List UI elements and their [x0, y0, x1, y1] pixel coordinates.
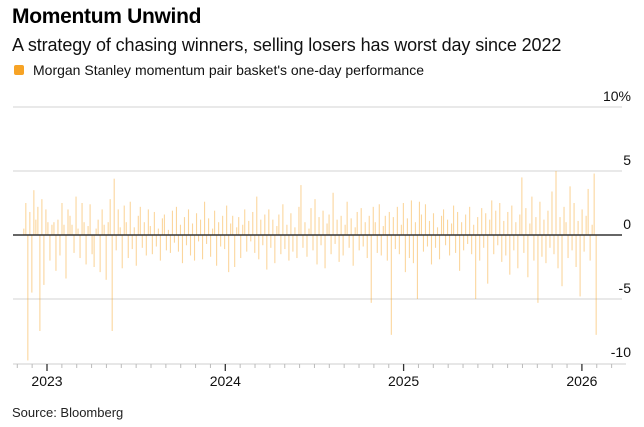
- x-tick-label: 2025: [388, 373, 419, 389]
- legend-swatch: [14, 65, 24, 75]
- x-axis: 2023 2024 2025 2026: [13, 363, 626, 389]
- y-axis: 10% 5 0 -5 -10: [603, 88, 631, 360]
- source-note: Source: Bloomberg: [12, 405, 124, 420]
- y-tick-label: -10: [611, 344, 631, 360]
- y-tick-label: 0: [623, 216, 631, 232]
- chart-subtitle: A strategy of chasing winners, selling l…: [12, 35, 562, 55]
- legend: Morgan Stanley momentum pair basket's on…: [12, 62, 424, 78]
- x-tick-label: 2024: [210, 373, 241, 389]
- x-tick-label: 2026: [566, 373, 597, 389]
- bar-series: [23, 171, 597, 361]
- gridlines: [13, 106, 622, 300]
- y-tick-label: 5: [623, 152, 631, 168]
- y-tick-label: -5: [619, 280, 632, 296]
- legend-label: Morgan Stanley momentum pair basket's on…: [33, 62, 424, 78]
- chart-title: Momentum Unwind: [12, 5, 202, 28]
- x-tick-label: 2023: [31, 373, 62, 389]
- y-tick-label: 10%: [603, 88, 631, 104]
